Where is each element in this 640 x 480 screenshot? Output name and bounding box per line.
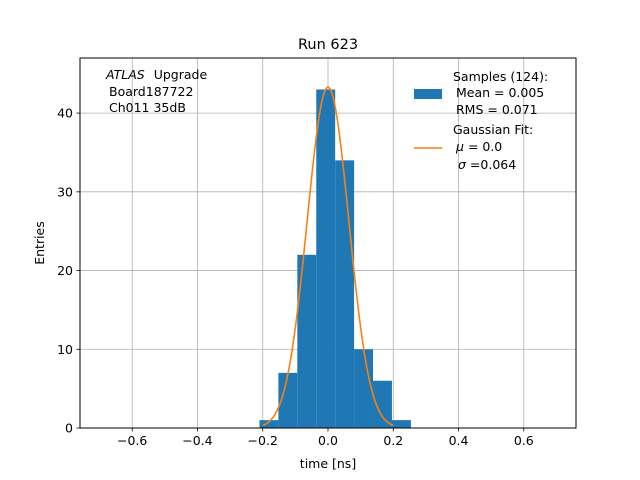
legend-fit-mu-symbol: μ [455,139,464,154]
y-tick-label: 40 [57,106,73,121]
histogram-bar [391,420,411,428]
gaussian-fit-line [262,86,394,427]
annotation-board: Board187722 [109,84,193,99]
legend-samples-patch [414,89,442,99]
y-axis-ticks: 0 10 20 30 40 [57,106,80,436]
histogram-bar [373,380,392,428]
atlas-annotation: ATLAS Upgrade Board187722 Ch011 35dB [105,67,207,115]
histogram-bar [297,254,317,428]
x-tick-label: 0.4 [449,433,469,448]
histogram-bar [335,160,355,428]
legend-samples-rms: RMS = 0.071 [456,102,538,117]
histogram-bar [259,420,279,428]
y-axis-label: Entries [32,221,47,265]
annotation-line-1: ATLAS Upgrade [105,67,207,82]
y-tick-label: 0 [65,421,73,436]
legend-fit-sigma-symbol: σ [458,157,467,172]
legend-fit-title: Gaussian Fit: [453,122,533,137]
legend: Samples (124): Mean = 0.005 RMS = 0.071 … [414,69,548,172]
legend-fit-sigma: σ =0.064 [458,157,516,172]
x-axis-label: time [ns] [300,456,356,471]
x-tick-label: −0.6 [117,433,147,448]
annotation-experiment: ATLAS [105,67,145,82]
histogram-bar [354,349,374,428]
gaussian-fit-curve [262,86,394,427]
histogram-bar [278,372,298,428]
x-tick-label: 0.6 [514,433,534,448]
x-tick-label: −0.4 [182,433,212,448]
legend-samples-mean: Mean = 0.005 [456,85,544,100]
legend-fit-sigma-value: =0.064 [470,157,516,172]
chart-title: Run 623 [298,37,358,53]
y-tick-label: 30 [57,184,73,199]
annotation-channel: Ch011 35dB [109,100,186,115]
histogram-bar [316,89,336,428]
legend-samples-title: Samples (124): [453,69,548,84]
x-tick-label: 0.0 [318,433,338,448]
y-tick-label: 20 [57,263,73,278]
legend-fit-mu: μ = 0.0 [455,139,502,154]
x-tick-label: −0.2 [248,433,278,448]
x-axis-ticks: −0.6 −0.4 −0.2 0.0 0.2 0.4 0.6 [117,428,534,448]
annotation-experiment-suffix: Upgrade [154,67,208,82]
x-tick-label: 0.2 [383,433,403,448]
y-tick-label: 10 [57,342,73,357]
legend-fit-mu-value: = 0.0 [468,139,502,154]
